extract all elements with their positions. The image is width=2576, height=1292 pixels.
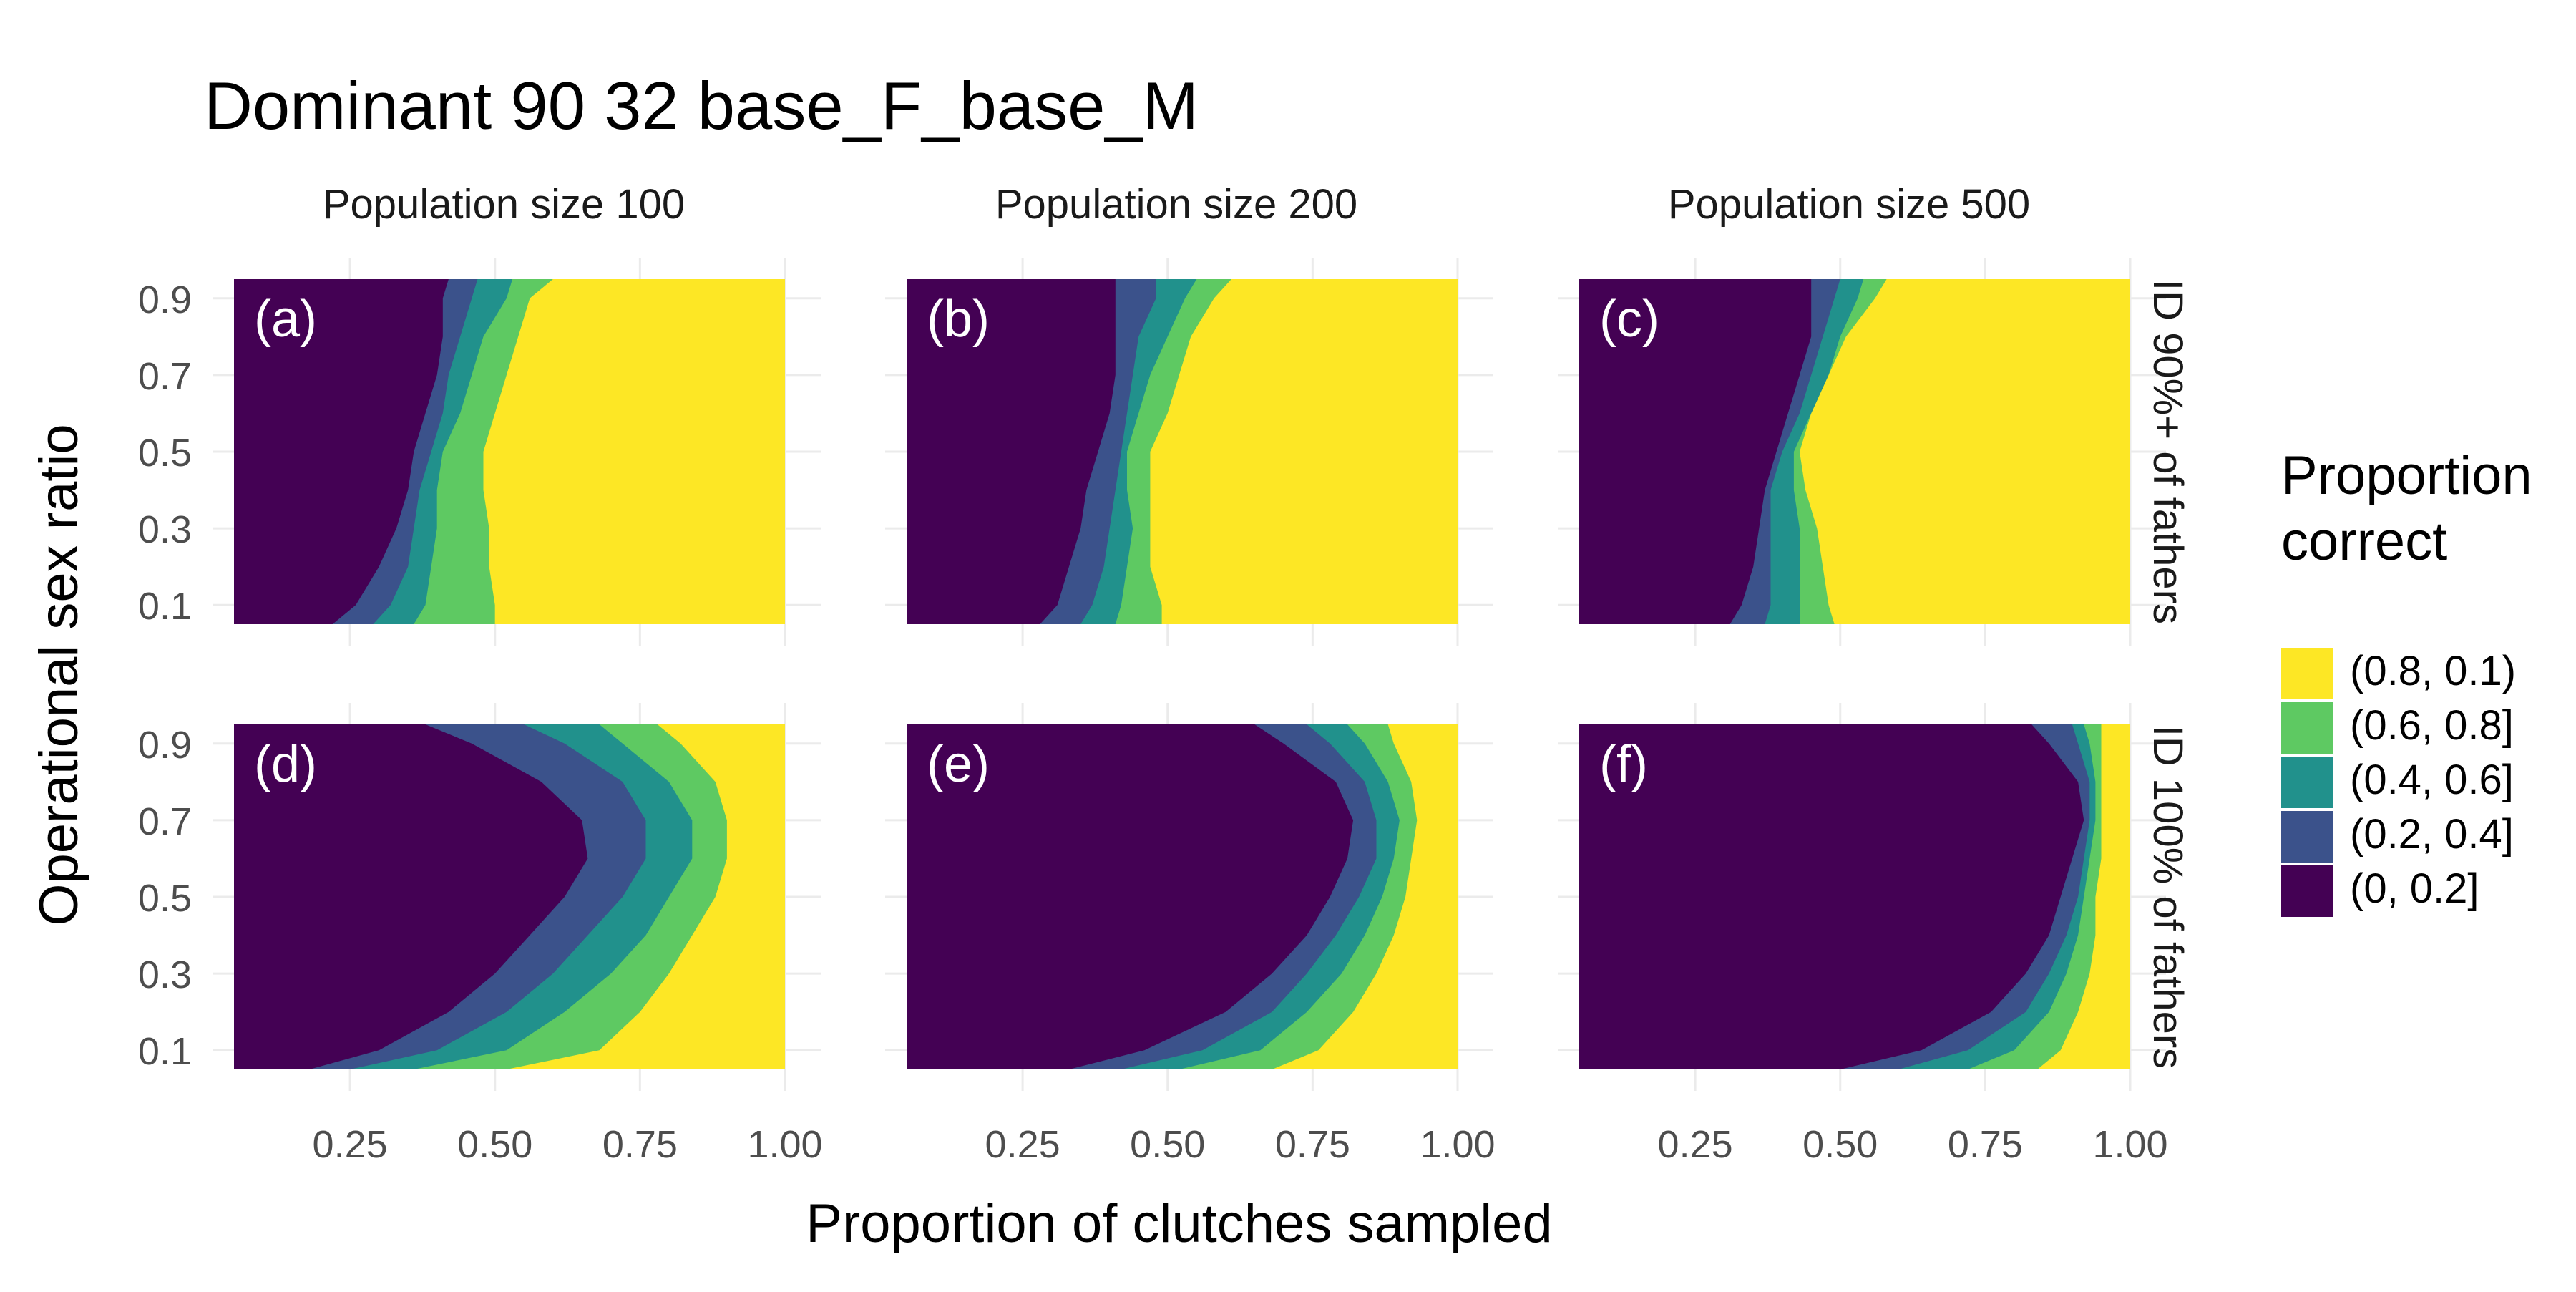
legend-swatch [2281,865,2333,917]
y-tick-label: 0.3 [138,953,192,996]
y-tick-label: 0.9 [138,278,192,321]
contour-band [907,724,1354,1069]
x-tick-label: 0.25 [313,1123,388,1166]
col-facet-label: Population size 200 [995,181,1357,228]
panels-layer: (a) (b) (c)(d) (e) (f)0.10.30.50.70.90.10.30… [138,181,2191,1166]
legend-swatch [2281,811,2333,863]
contour-band [234,279,449,624]
contour-band [1579,279,1812,624]
legend-label: (0.2, 0.4] [2350,811,2514,858]
x-tick-label: 0.75 [602,1123,678,1166]
x-tick-label: 0.75 [1948,1123,2023,1166]
y-tick-label: 0.1 [138,585,192,628]
legend-title: Proportion [2281,445,2532,506]
panel-label: (e) [927,736,990,793]
y-tick-label: 0.5 [138,432,192,475]
x-axis-label: Proportion of clutches sampled [806,1193,1552,1254]
legend: Proportion correct (0.8, 0.1) (0.6, 0.8] (0… [2281,445,2532,917]
panel-label: (f) [1599,736,1648,793]
legend-swatch [2281,702,2333,754]
y-tick-label: 0.3 [138,508,192,551]
col-facet-label: Population size 100 [323,181,685,228]
panel-b: (b) [907,279,1458,624]
chart-title: Dominant 90 32 base_F_base_M [204,68,1199,143]
y-tick-label: 0.7 [138,800,192,843]
legend-title: correct [2281,511,2447,572]
panel-label: (b) [927,291,990,348]
y-tick-label: 0.1 [138,1030,192,1073]
panel-label: (d) [254,736,317,793]
x-tick-label: 0.25 [1658,1123,1733,1166]
panel-a: (a) [234,279,785,624]
x-tick-label: 0.75 [1275,1123,1350,1166]
panel-label: (c) [1599,291,1659,348]
y-tick-label: 0.5 [138,877,192,920]
row-facet-label: ID 90%+ of fathers [2145,279,2191,624]
panel-e: (e) [907,724,1458,1069]
legend-label: (0.8, 0.1) [2350,648,2516,694]
panel-c: (c) [1579,279,2130,624]
panel-f: (f) [1579,724,2130,1069]
contour-band [907,279,1116,624]
y-axis-label: Operational sex ratio [29,424,89,926]
y-tick-label: 0.7 [138,355,192,398]
legend-label: (0.6, 0.8] [2350,702,2514,749]
y-tick-label: 0.9 [138,724,192,767]
tick-labels: 0.1 0.3 0.5 0.7 0.9 0.1 0.3 0.5 0.7 0.9 0.25 0.50 0.… [138,278,2168,1166]
row-facet-label: ID 100% of fathers [2145,725,2191,1069]
legend-label: (0.4, 0.6] [2350,757,2514,803]
legend-label: (0, 0.2] [2350,865,2479,912]
col-facet-label: Population size 500 [1668,181,2030,228]
x-tick-label: 1.00 [2092,1123,2167,1166]
x-tick-label: 0.50 [1130,1123,1205,1166]
x-tick-label: 0.25 [985,1123,1060,1166]
contour-band [1579,724,2084,1069]
x-tick-label: 0.50 [1802,1123,1878,1166]
panel-d: (d) [234,724,785,1069]
x-tick-label: 1.00 [747,1123,822,1166]
contour-band [234,724,588,1069]
x-tick-label: 0.50 [457,1123,532,1166]
x-tick-label: 1.00 [1420,1123,1495,1166]
facet-strips: Population size 100 Population size 200 Po… [323,181,2191,1069]
legend-swatch [2281,757,2333,808]
legend-swatch [2281,648,2333,699]
panel-label: (a) [254,291,317,348]
